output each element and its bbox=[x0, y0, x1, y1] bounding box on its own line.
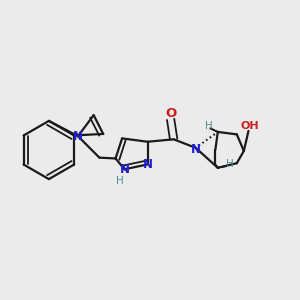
Text: O: O bbox=[165, 107, 176, 120]
Text: OH: OH bbox=[241, 121, 259, 130]
Text: H: H bbox=[226, 159, 233, 169]
Text: N: N bbox=[191, 143, 201, 156]
Text: N: N bbox=[119, 163, 130, 176]
Text: N: N bbox=[142, 158, 153, 171]
Polygon shape bbox=[218, 166, 226, 168]
Text: N: N bbox=[73, 130, 83, 143]
Text: H: H bbox=[116, 176, 124, 186]
Polygon shape bbox=[210, 128, 218, 132]
Text: H: H bbox=[205, 122, 213, 131]
